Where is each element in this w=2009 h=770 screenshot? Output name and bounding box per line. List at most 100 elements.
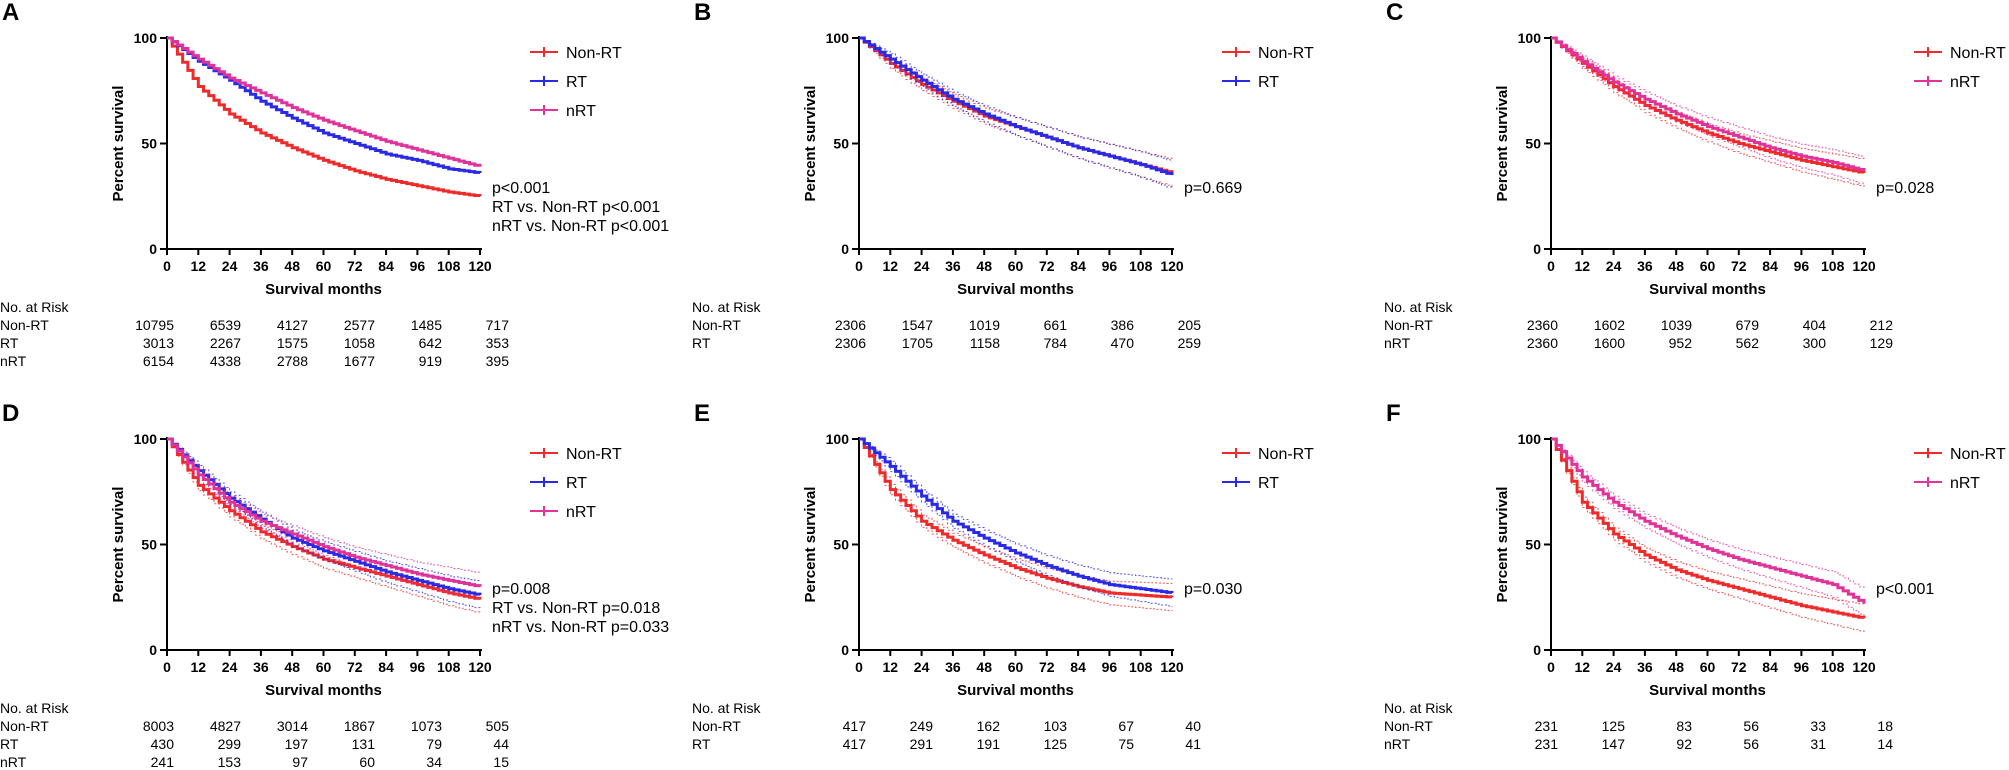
legend-label-rt: RT <box>1258 74 1279 91</box>
legend-label-nrt: nRT <box>566 504 596 521</box>
risk-row-label: Non-RT <box>692 317 741 333</box>
risk-cell: 679 <box>1736 317 1760 333</box>
y-tick-label: 100 <box>1518 30 1542 46</box>
x-tick-label: 48 <box>284 258 300 274</box>
risk-cell: 1019 <box>969 317 1000 333</box>
y-tick-label: 100 <box>134 30 158 46</box>
x-tick-label: 60 <box>316 258 332 274</box>
risk-cell: 231 <box>1535 718 1559 734</box>
x-tick-label: 120 <box>1160 258 1184 274</box>
panel-e: E 0 50 100 0 12 24 36 48 60 72 84 96 108 120 Survival m… <box>692 400 1314 752</box>
x-tick-label: 60 <box>1700 258 1716 274</box>
x-tick-label: 36 <box>1637 258 1653 274</box>
risk-cell: 75 <box>1118 736 1134 752</box>
risk-cell: 417 <box>843 736 867 752</box>
x-tick-label: 0 <box>1547 659 1555 675</box>
x-tick-label: 60 <box>1008 258 1024 274</box>
legend-label-nrt: nRT <box>1950 475 1980 492</box>
x-tick-label: 48 <box>284 659 300 675</box>
ci-lower-nrt <box>1551 438 1865 618</box>
risk-cell: 2577 <box>344 317 375 333</box>
risk-cell: 56 <box>1743 736 1759 752</box>
curve-nrt <box>1551 437 1866 604</box>
p-value-text: RT vs. Non-RT p=0.018 <box>492 600 660 617</box>
x-axis-label: Survival months <box>1649 281 1766 298</box>
x-tick-label: 60 <box>1008 659 1024 675</box>
legend-label-non-rt: Non-RT <box>566 446 622 463</box>
risk-cell: 18 <box>1877 718 1893 734</box>
risk-cell: 162 <box>977 718 1001 734</box>
x-tick-label: 120 <box>1852 659 1876 675</box>
x-tick-label: 0 <box>855 659 863 675</box>
legend-label-non-rt: Non-RT <box>1950 45 2006 62</box>
y-tick-label: 50 <box>141 136 157 152</box>
risk-cell: 10795 <box>135 317 174 333</box>
ci-upper-rt <box>859 37 1173 162</box>
ci-lower-rt <box>859 37 1173 189</box>
risk-cell: 191 <box>977 736 1001 752</box>
x-axis-label: Survival months <box>957 281 1074 298</box>
y-axis-label: Percent survival <box>1494 86 1511 202</box>
risk-cell: 562 <box>1736 335 1760 351</box>
risk-cell: 919 <box>419 353 443 369</box>
risk-cell: 6154 <box>143 353 174 369</box>
risk-cell: 300 <box>1803 335 1827 351</box>
y-tick-label: 0 <box>841 241 849 257</box>
legend-label-rt: RT <box>566 475 587 492</box>
p-value-text: RT vs. Non-RT p<0.001 <box>492 199 660 216</box>
y-tick-label: 0 <box>149 241 157 257</box>
x-tick-label: 120 <box>468 659 492 675</box>
ci-upper-nrt <box>1551 37 1865 158</box>
legend-label-nrt: nRT <box>1950 74 1980 91</box>
x-tick-label: 36 <box>1637 659 1653 675</box>
curve-rt <box>167 437 482 596</box>
ci-upper-non-rt <box>167 438 481 586</box>
x-tick-label: 0 <box>163 258 171 274</box>
x-tick-label: 72 <box>1731 258 1747 274</box>
x-tick-label: 96 <box>1794 659 1810 675</box>
panel-letter: A <box>2 0 19 26</box>
ci-upper-nrt <box>1551 438 1865 590</box>
y-tick-label: 0 <box>841 642 849 658</box>
x-tick-label: 120 <box>468 258 492 274</box>
x-axis-label: Survival months <box>957 682 1074 699</box>
risk-cell: 44 <box>493 736 509 752</box>
ci-lower-non-rt <box>1551 37 1865 187</box>
risk-cell: 56 <box>1743 718 1759 734</box>
x-tick-label: 96 <box>410 659 426 675</box>
y-tick-label: 50 <box>833 136 849 152</box>
y-axis-label: Percent survival <box>1494 487 1511 603</box>
ci-lower-nrt <box>1551 37 1865 185</box>
y-tick-label: 0 <box>149 642 157 658</box>
x-tick-label: 36 <box>945 659 961 675</box>
x-tick-label: 120 <box>1160 659 1184 675</box>
curve-rt <box>859 36 1174 176</box>
x-axis-label: Survival months <box>265 281 382 298</box>
x-tick-label: 12 <box>1575 258 1591 274</box>
curve-rt <box>859 437 1174 594</box>
panel-letter: B <box>694 0 711 26</box>
x-tick-label: 108 <box>1129 258 1153 274</box>
y-axis-label: Percent survival <box>802 487 819 603</box>
risk-row-label: nRT <box>0 353 27 369</box>
risk-cell: 661 <box>1044 317 1068 333</box>
risk-table-header: No. at Risk <box>0 700 69 716</box>
ci-lower-non-rt <box>859 438 1173 611</box>
risk-cell: 386 <box>1111 317 1135 333</box>
panel-b: B 0 50 100 0 12 24 36 48 60 72 84 96 108 120 Survival m… <box>692 0 1314 351</box>
x-tick-label: 72 <box>1039 659 1055 675</box>
ci-upper-non-rt <box>859 438 1173 584</box>
risk-row-label: Non-RT <box>1384 718 1433 734</box>
ci-upper-nrt <box>167 438 481 573</box>
risk-cell: 125 <box>1602 718 1626 734</box>
risk-cell: 33 <box>1810 718 1826 734</box>
risk-cell: 1602 <box>1594 317 1625 333</box>
x-tick-label: 96 <box>410 258 426 274</box>
x-tick-label: 36 <box>253 659 269 675</box>
x-tick-label: 12 <box>191 659 207 675</box>
x-tick-label: 72 <box>1039 258 1055 274</box>
ci-lower-rt <box>859 438 1173 607</box>
risk-cell: 103 <box>1044 718 1068 734</box>
legend-label-nrt: nRT <box>566 103 596 120</box>
curve-nrt <box>167 36 482 167</box>
